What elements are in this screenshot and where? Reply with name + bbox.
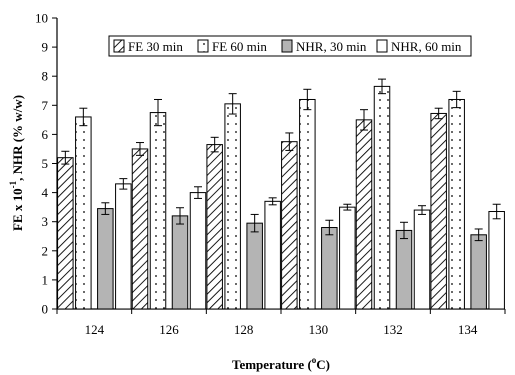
legend-swatch-fe-30	[113, 39, 125, 53]
legend-swatch-nhr-30	[281, 39, 293, 53]
bar-nhr-30-min-126	[171, 215, 189, 310]
bar-nhr-60-min-128	[264, 200, 281, 310]
x-tick-label: 126	[159, 322, 179, 337]
y-tick-label: 4	[42, 185, 49, 200]
bar-fe-60-min-134	[448, 98, 465, 310]
y-tick-label: 10	[35, 11, 48, 26]
bar-fe-60-min-130	[299, 98, 316, 310]
bar-fe-30-min-130	[281, 141, 298, 310]
bar-fe-60-min-126	[149, 112, 167, 310]
y-axis-label-sup: -1	[8, 180, 18, 188]
y-axis-label-a: FE x 10	[10, 188, 25, 231]
x-tick-label: 124	[85, 322, 105, 337]
bar-nhr-60-min-130	[339, 206, 356, 310]
y-tick-label: 1	[42, 272, 49, 287]
bar-fe-60-min-132	[373, 85, 391, 310]
y-tick-label: 6	[42, 127, 49, 142]
bar-nhr-30-min-130	[321, 227, 338, 310]
y-tick-label: 3	[42, 214, 49, 229]
bars	[57, 78, 505, 310]
x-ticks: 124 126 128 130 132 134	[56, 309, 506, 337]
bar-fe-30-min-124	[57, 157, 74, 310]
legend-swatch-nhr-60	[376, 39, 388, 53]
y-tick-label: 2	[42, 243, 49, 258]
y-axis-label-b: , NHR (% w/w)	[10, 95, 25, 181]
bar-nhr-30-min-134	[470, 234, 487, 310]
bar-nhr-60-min-126	[189, 192, 207, 310]
x-axis-label-tail: C)	[316, 357, 330, 372]
bar-fe-30-min-132	[355, 119, 373, 310]
legend-label-nhr-30: NHR, 30 min	[296, 39, 367, 54]
y-tick-label: 8	[42, 69, 49, 84]
x-axis-label: Temperature (oC)	[232, 355, 330, 372]
legend-label-fe-30: FE 30 min	[128, 39, 183, 54]
bar-fe-60-min-124	[75, 116, 92, 310]
legend: FE 30 min FE 60 min NHR, 30 min NHR, 60 …	[108, 35, 472, 57]
bar-nhr-60-min-132	[413, 209, 431, 310]
bar-fe-30-min-128	[206, 144, 223, 310]
bar-fe-30-min-126	[131, 148, 149, 310]
legend-swatch-fe-60	[197, 39, 209, 53]
bar-fe-60-min-128	[224, 103, 241, 310]
y-ticks: 0 1 2 3 4 5 6 7 8 9 10	[35, 11, 57, 317]
legend-label-nhr-60: NHR, 60 min	[391, 39, 462, 54]
bar-nhr-60-min-134	[488, 211, 505, 310]
x-tick-label: 132	[383, 322, 403, 337]
y-tick-label: 5	[42, 156, 49, 171]
x-axis-label-main: Temperature (	[232, 357, 312, 372]
legend-label-fe-60: FE 60 min	[212, 39, 267, 54]
bar-nhr-30-min-128	[246, 222, 263, 310]
x-tick-label: 128	[234, 322, 254, 337]
y-tick-label: 0	[42, 302, 49, 317]
bar-fe-30-min-134	[430, 112, 447, 310]
y-tick-label: 9	[42, 40, 49, 55]
x-tick-label: 130	[309, 322, 329, 337]
y-axis-label: FE x 10-1, NHR (% w/w)	[8, 95, 25, 231]
bar-nhr-30-min-132	[395, 229, 413, 310]
x-tick-label: 134	[458, 322, 478, 337]
bar-nhr-60-min-124	[115, 183, 132, 310]
x-axis-label-sup: o	[312, 355, 317, 365]
bar-nhr-30-min-124	[97, 208, 114, 310]
y-tick-label: 7	[42, 98, 49, 113]
